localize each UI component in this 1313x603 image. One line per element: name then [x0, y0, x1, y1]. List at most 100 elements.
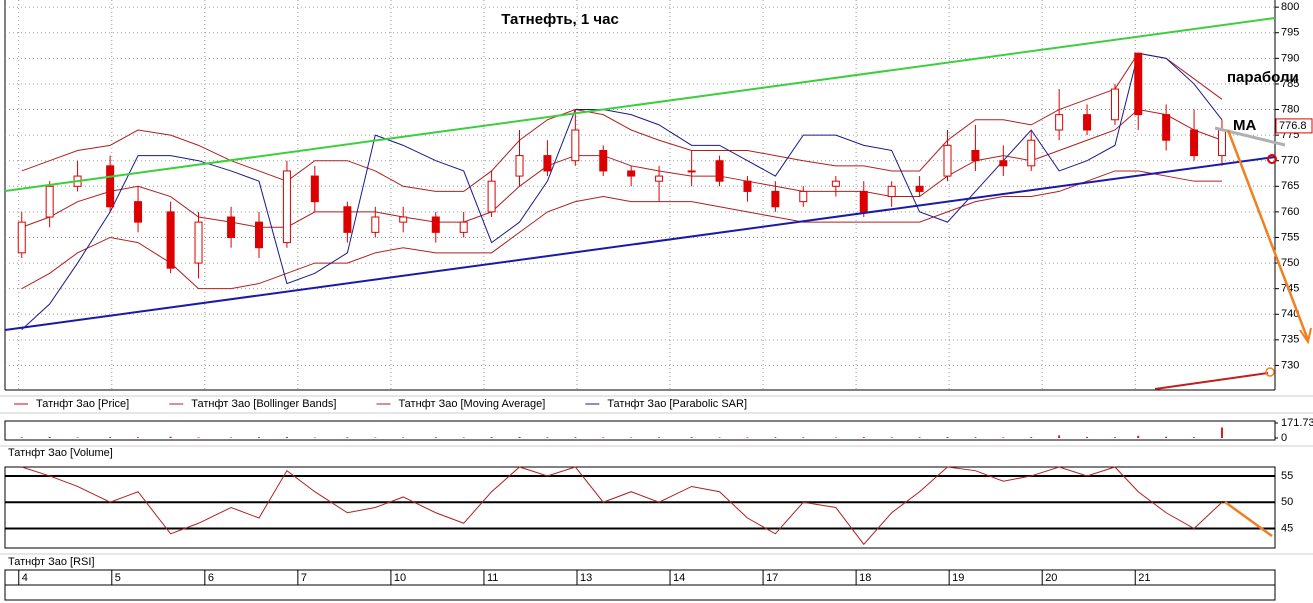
- panel-label: Татнфт Зао [RSI]: [8, 556, 95, 568]
- candle-body: [1162, 114, 1171, 141]
- volume-bar: [490, 437, 493, 438]
- candle-body: [743, 180, 752, 192]
- y-tick-label: 770: [1281, 155, 1299, 167]
- y-tick-label: 795: [1281, 27, 1299, 39]
- y-tick-label: 171.73: [1281, 417, 1313, 429]
- volume-bar: [402, 437, 405, 438]
- volume-bar: [774, 437, 777, 438]
- candle-body: [831, 180, 840, 187]
- y-tick-label: 45: [1281, 522, 1293, 534]
- x-tick-label: 13: [580, 572, 592, 584]
- legend-label: Татнфт Зао [Price]: [36, 398, 129, 410]
- volume-bar: [946, 437, 949, 438]
- candle-body: [310, 175, 319, 203]
- candle-body: [371, 216, 380, 233]
- x-tick-label: 17: [766, 572, 778, 584]
- volume-bar: [76, 437, 79, 438]
- y-tick-label: 765: [1281, 180, 1299, 192]
- volume-bar: [1220, 427, 1223, 438]
- x-tick-label: 21: [1138, 572, 1150, 584]
- candle-body: [971, 149, 980, 162]
- candle-body: [282, 170, 291, 244]
- candle-body: [915, 185, 924, 192]
- volume-bar: [918, 437, 921, 438]
- volume-bar: [1086, 436, 1089, 438]
- candle-body: [859, 190, 868, 213]
- chart-title: Татнефть, 1 час: [501, 11, 619, 28]
- volume-bar: [109, 437, 112, 438]
- volume-bar: [169, 436, 172, 438]
- y-tick-label: 780: [1281, 103, 1299, 115]
- x-tick-label: 19: [952, 572, 964, 584]
- candle-body: [599, 149, 608, 172]
- rsi-frame: [4, 466, 1276, 549]
- legend-label: Татнфт Зао [Bollinger Bands]: [191, 398, 336, 410]
- volume-bar: [258, 437, 260, 438]
- x-tick-label: 7: [301, 572, 307, 584]
- volume-bar: [746, 437, 749, 438]
- candle-body: [515, 155, 524, 177]
- volume-bar: [1002, 437, 1005, 438]
- volume-frame: [4, 420, 1276, 441]
- candle-body: [134, 201, 143, 223]
- annotation: параболи: [1227, 69, 1299, 86]
- y-tick-label: 55: [1281, 470, 1293, 482]
- candle-body: [799, 190, 808, 203]
- legend-label: Татнфт Зао [Parabolic SAR]: [607, 398, 747, 410]
- panel-label: Татнфт Зао [Volume]: [8, 447, 113, 459]
- volume-bar: [802, 437, 805, 438]
- candle-body: [106, 165, 115, 208]
- x-tick-label: 11: [487, 572, 498, 584]
- candle-body: [943, 144, 952, 177]
- y-tick-label: 50: [1281, 496, 1293, 508]
- y-tick-label: 740: [1281, 308, 1299, 320]
- forecast-arrow: [1226, 129, 1310, 341]
- volume-bar: [313, 437, 316, 439]
- y-tick-label: 800: [1281, 1, 1299, 13]
- x-tick-label: 10: [394, 572, 406, 584]
- candle-body: [399, 216, 408, 223]
- volume-bar: [230, 437, 233, 438]
- volume-bar: [48, 436, 51, 438]
- candle-body: [343, 206, 352, 233]
- x-tick-label: 18: [859, 572, 871, 584]
- volume-bar: [546, 437, 549, 438]
- x-tick-label: 6: [208, 572, 214, 584]
- candle-body: [1110, 88, 1119, 121]
- ma-projection: [1214, 126, 1286, 147]
- candle-body: [431, 216, 440, 233]
- volume-bar: [690, 437, 693, 438]
- y-tick-label: 790: [1281, 52, 1299, 64]
- y-tick-label: 755: [1281, 231, 1299, 243]
- volume-bar: [197, 437, 200, 438]
- candle-body: [655, 175, 664, 182]
- volume-bar: [602, 437, 605, 438]
- y-tick-label: 730: [1281, 359, 1299, 371]
- volume-bar: [1137, 435, 1140, 438]
- marker: [1265, 367, 1275, 377]
- volume-bar: [1165, 436, 1168, 438]
- rsi-line: [21, 466, 1223, 546]
- volume-bar: [1113, 437, 1116, 438]
- volume-bar: [137, 437, 140, 438]
- volume-bar: [658, 437, 661, 438]
- candle-body: [487, 180, 496, 213]
- trend-line-upper: [4, 17, 1276, 192]
- candle-body: [227, 216, 236, 238]
- legend-label: Татнфт Зао [Moving Average]: [398, 398, 545, 410]
- volume-bar: [630, 437, 633, 438]
- volume-bar: [374, 437, 377, 438]
- candle-body: [1217, 129, 1226, 157]
- y-tick-label: 745: [1281, 283, 1299, 295]
- candle-body: [999, 160, 1008, 167]
- rsi-forecast-arrow: [1224, 500, 1273, 538]
- volume-bar: [974, 437, 977, 438]
- bollinger-lower: [21, 170, 1222, 290]
- candle-body: [255, 221, 263, 249]
- trend-line-lower: [4, 156, 1276, 331]
- x-tick-label: 20: [1045, 572, 1057, 584]
- volume-bar: [1193, 437, 1196, 438]
- volume-bar: [890, 437, 893, 438]
- candle-body: [45, 185, 54, 218]
